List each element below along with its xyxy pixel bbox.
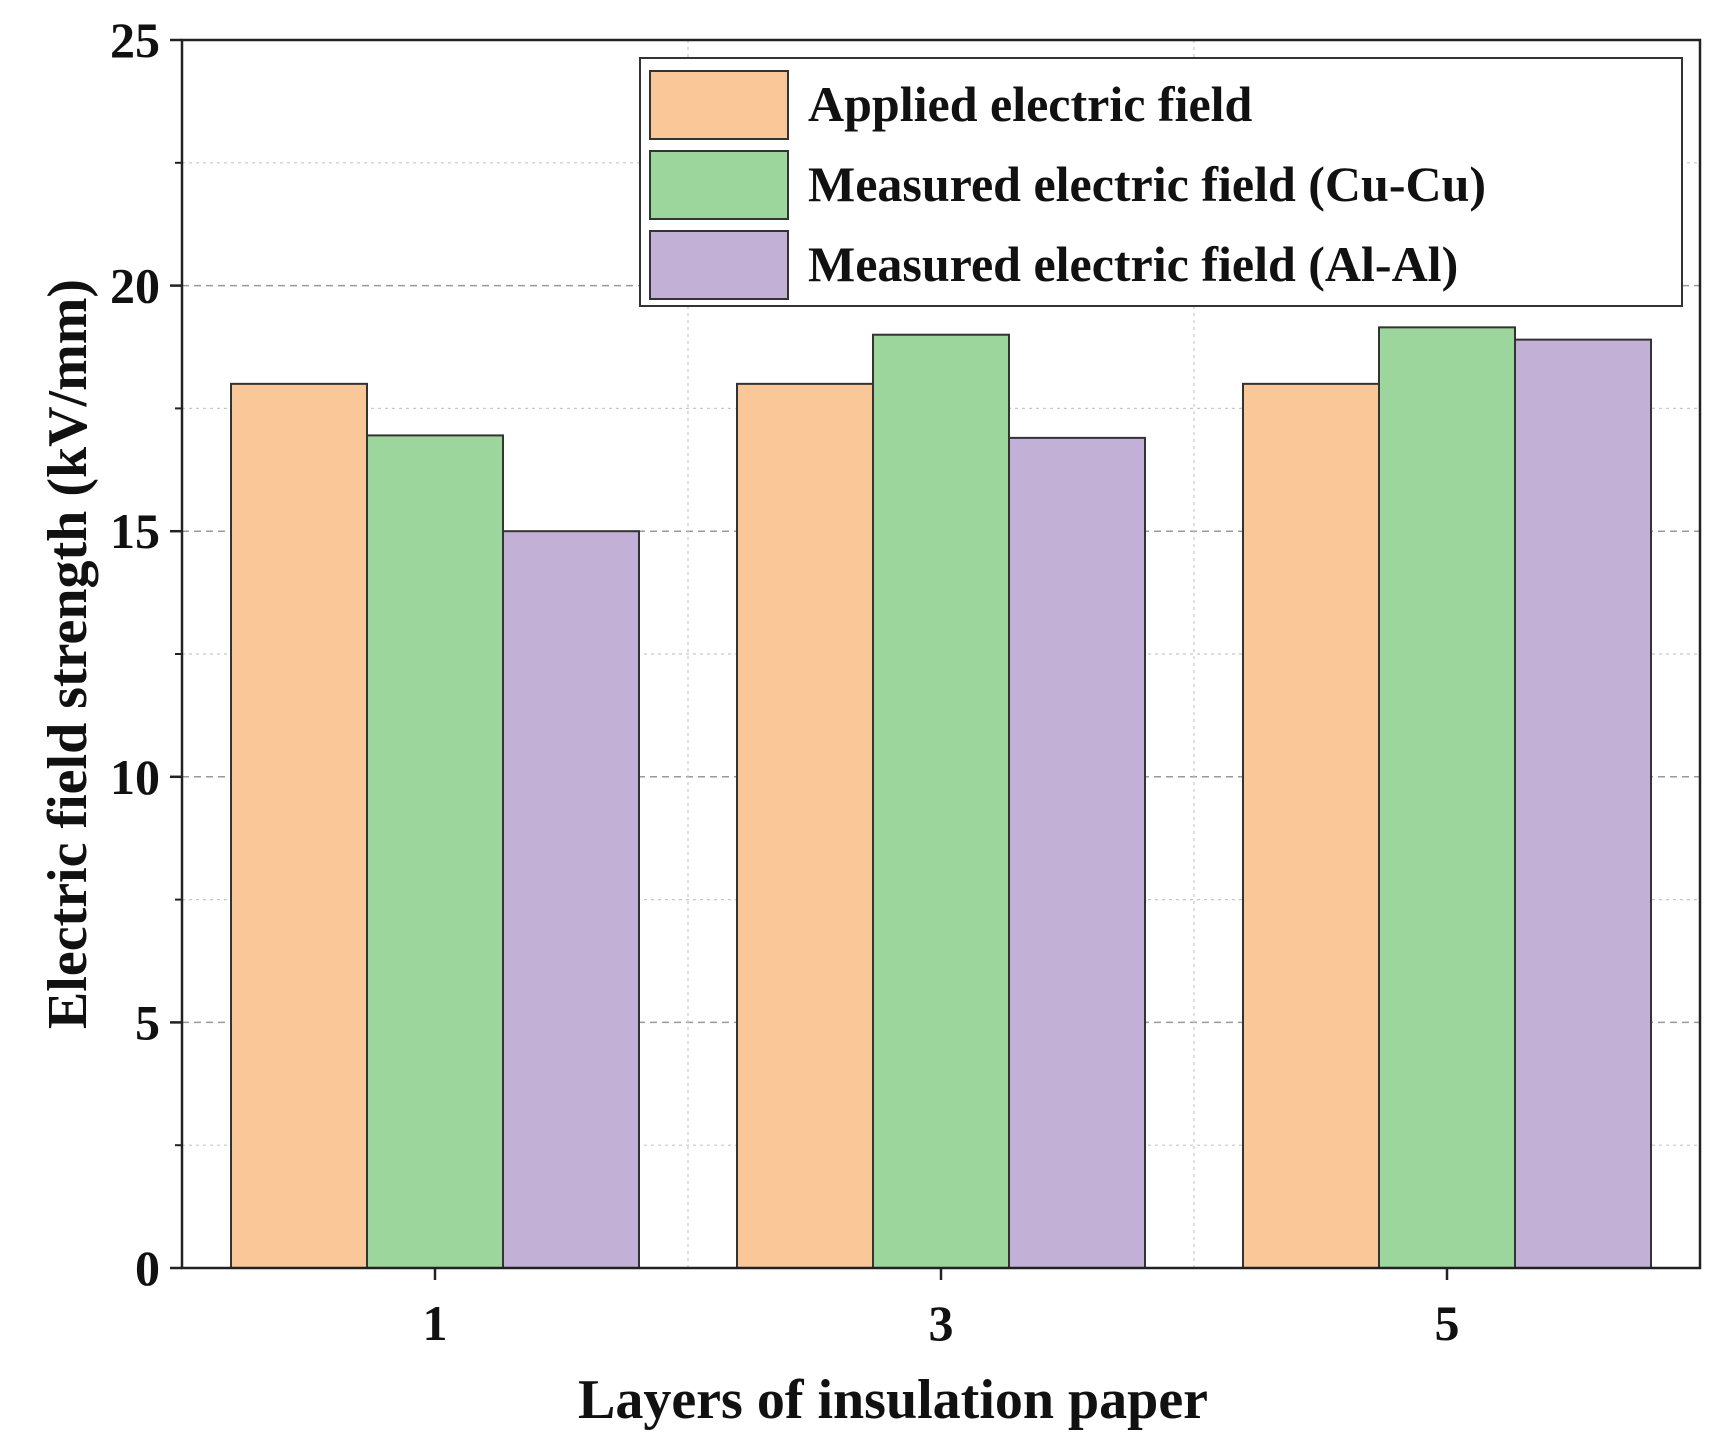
bar-3-measured-electric-field-al-al: [1008, 436, 1146, 1269]
legend-swatch: [649, 150, 789, 220]
y-tick-label: 10: [110, 749, 160, 805]
y-tick-label: 15: [110, 503, 160, 559]
axis-ticks: 1 3 5 0 5 10 15 20 25: [110, 12, 1460, 1351]
legend-label: Measured electric field (Al-Al): [808, 236, 1458, 292]
legend-swatch: [649, 230, 789, 300]
x-tick-label: 1: [423, 1295, 448, 1351]
bar-1-measured-electric-field-cu-cu: [366, 434, 504, 1269]
bar-5-measured-electric-field-cu-cu: [1378, 326, 1516, 1269]
legend-box: [639, 57, 1683, 307]
y-tick-label: 0: [135, 1240, 160, 1296]
y-tick-label: 20: [110, 258, 160, 314]
y-tick-label: 25: [110, 12, 160, 68]
bar-1-measured-electric-field-al-al: [502, 530, 640, 1269]
x-axis-title: Layers of insulation paper: [578, 1369, 1208, 1431]
bar-1-applied-electric-field: [230, 382, 368, 1269]
bar-3-measured-electric-field-cu-cu: [872, 333, 1010, 1270]
bars: [230, 326, 1652, 1270]
x-tick-label: 3: [929, 1295, 954, 1351]
y-axis-title: Electric field strength (kV/mm): [37, 279, 99, 1029]
legend-label: Applied electric field: [808, 76, 1253, 132]
legend-label: Measured electric field (Cu-Cu): [808, 156, 1486, 212]
bar-3-applied-electric-field: [736, 382, 874, 1269]
bar-5-measured-electric-field-al-al: [1514, 338, 1652, 1269]
bar-5-applied-electric-field: [1242, 382, 1380, 1269]
y-tick-label: 5: [135, 994, 160, 1050]
x-tick-label: 5: [1435, 1295, 1460, 1351]
legend-swatch: [649, 70, 789, 140]
legend: Applied electric field Measured electric …: [639, 57, 1683, 307]
